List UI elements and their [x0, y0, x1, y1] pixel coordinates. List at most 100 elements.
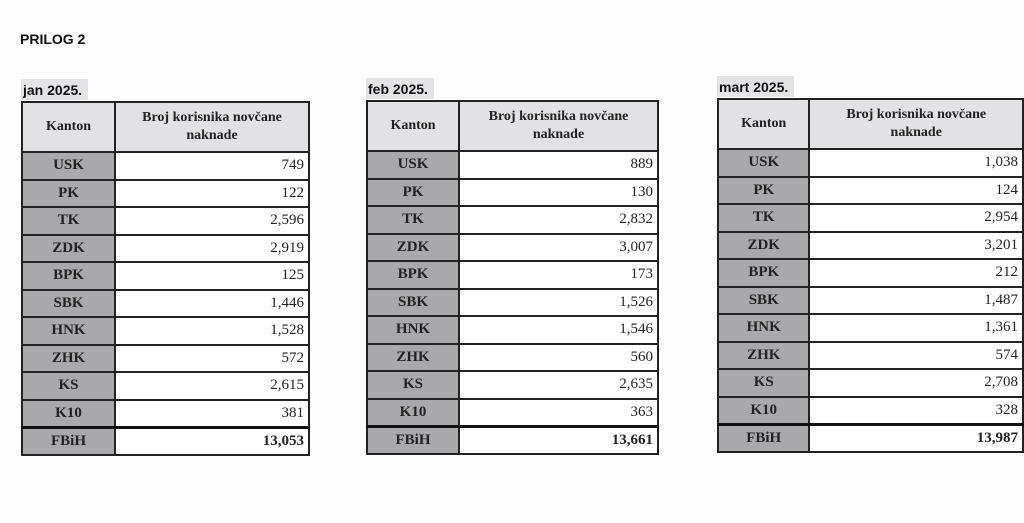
table-row: PK 124 [716, 175, 1024, 205]
month-label: feb 2025. [366, 78, 434, 99]
table-row: BPK 173 [366, 260, 659, 290]
value-cell: 381 [114, 398, 310, 429]
kanton-cell: K10 [716, 395, 811, 426]
value-cell: 2,954 [808, 203, 1024, 233]
kanton-cell: BPK [716, 258, 811, 288]
table-row: ZHK 574 [716, 340, 1024, 370]
kanton-cell: K10 [366, 397, 460, 428]
kanton-cell: TK [21, 206, 116, 236]
kanton-cell: ZDK [21, 233, 116, 263]
data-table: Kanton Broj korisnika novčane naknade USK 7… [21, 101, 310, 456]
table-row: KS 2,615 [21, 371, 310, 401]
month-label: mart 2025. [717, 76, 795, 97]
value-cell: 2,832 [458, 205, 659, 235]
table-row: SBK 1,487 [716, 285, 1024, 315]
kanton-cell: TK [716, 203, 811, 233]
month-label: jan 2025. [21, 79, 89, 100]
total-value: 13,053 [114, 426, 310, 456]
kanton-cell: ZHK [21, 343, 116, 373]
table-row: K10 363 [366, 397, 659, 428]
kanton-cell: BPK [366, 260, 460, 290]
value-cell: 124 [808, 175, 1024, 205]
total-label: FBiH [366, 425, 460, 455]
value-cell: 2,919 [114, 233, 310, 263]
value-cell: 2,708 [808, 368, 1024, 398]
total-row: FBiH 13,053 [21, 426, 310, 456]
value-cell: 3,007 [458, 232, 659, 262]
total-label: FBiH [716, 423, 811, 453]
table-block-feb: feb 2025. Kanton Broj korisnika novčane na… [366, 78, 659, 455]
table-row: BPK 125 [21, 261, 310, 291]
table-row: ZDK 2,919 [21, 233, 310, 263]
table-row: HNK 1,361 [716, 313, 1024, 343]
kanton-cell: ZDK [716, 230, 811, 260]
table-row: PK 130 [366, 177, 659, 207]
kanton-cell: HNK [21, 316, 116, 346]
value-cell: 212 [808, 258, 1024, 288]
value-cell: 3,201 [808, 230, 1024, 260]
table-row: BPK 212 [716, 258, 1024, 288]
table-row: ZHK 572 [21, 343, 310, 373]
table-row: USK 1,038 [716, 148, 1024, 178]
kanton-cell: KS [21, 371, 116, 401]
kanton-cell: USK [716, 148, 811, 178]
header-row: Kanton Broj korisnika novčane naknade [366, 100, 659, 152]
kanton-cell: TK [366, 205, 460, 235]
table-row: USK 749 [21, 151, 310, 181]
value-cell: 2,615 [114, 371, 310, 401]
table-row: KS 2,708 [716, 368, 1024, 398]
data-table: Kanton Broj korisnika novčane naknade USK 1… [716, 98, 1024, 453]
total-row: FBiH 13,987 [716, 423, 1024, 453]
value-cell: 363 [458, 397, 659, 428]
kanton-header: Kanton [716, 98, 811, 150]
kanton-cell: USK [366, 150, 460, 180]
kanton-header: Kanton [366, 100, 460, 152]
kanton-cell: HNK [366, 315, 460, 345]
value-cell: 2,635 [458, 370, 659, 400]
table-row: ZDK 3,007 [366, 232, 659, 262]
page-heading: PRILOG 2 [20, 31, 86, 47]
kanton-cell: ZHK [716, 340, 811, 370]
total-label: FBiH [21, 426, 116, 456]
value-cell: 572 [114, 343, 310, 373]
table-row: ZHK 560 [366, 342, 659, 372]
table-row: TK 2,832 [366, 205, 659, 235]
header-row: Kanton Broj korisnika novčane naknade [716, 98, 1024, 150]
table-row: HNK 1,528 [21, 316, 310, 346]
header-row: Kanton Broj korisnika novčane naknade [21, 101, 310, 153]
value-cell: 560 [458, 342, 659, 372]
table-block-mart: mart 2025. Kanton Broj korisnika novčane n… [716, 76, 1024, 453]
table-row: TK 2,954 [716, 203, 1024, 233]
table-row: TK 2,596 [21, 206, 310, 236]
kanton-cell: KS [716, 368, 811, 398]
total-value: 13,661 [458, 425, 659, 455]
kanton-cell: ZHK [366, 342, 460, 372]
kanton-cell: PK [21, 178, 116, 208]
value-header: Broj korisnika novčane naknade [808, 98, 1024, 150]
value-cell: 2,596 [114, 206, 310, 236]
value-cell: 125 [114, 261, 310, 291]
value-cell: 1,528 [114, 316, 310, 346]
data-table: Kanton Broj korisnika novčane naknade USK 8… [366, 100, 659, 455]
value-cell: 749 [114, 151, 310, 181]
kanton-cell: PK [366, 177, 460, 207]
table-row: SBK 1,526 [366, 287, 659, 317]
value-cell: 1,487 [808, 285, 1024, 315]
kanton-cell: BPK [21, 261, 116, 291]
table-row: SBK 1,446 [21, 288, 310, 318]
kanton-cell: SBK [21, 288, 116, 318]
value-header: Broj korisnika novčane naknade [114, 101, 310, 153]
value-cell: 889 [458, 150, 659, 180]
table-row: KS 2,635 [366, 370, 659, 400]
table-row: K10 328 [716, 395, 1024, 426]
table-row: USK 889 [366, 150, 659, 180]
value-cell: 1,038 [808, 148, 1024, 178]
value-header: Broj korisnika novčane naknade [458, 100, 659, 152]
value-cell: 574 [808, 340, 1024, 370]
kanton-cell: HNK [716, 313, 811, 343]
total-row: FBiH 13,661 [366, 425, 659, 455]
value-cell: 130 [458, 177, 659, 207]
total-value: 13,987 [808, 423, 1024, 453]
kanton-cell: PK [716, 175, 811, 205]
table-block-jan: jan 2025. Kanton Broj korisnika novčane na… [21, 79, 310, 456]
